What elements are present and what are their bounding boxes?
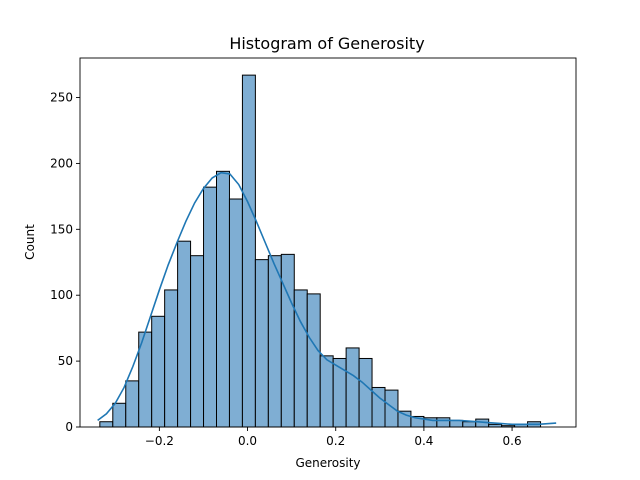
x-tick-label: 0.0 [238, 434, 257, 448]
histogram-bar [436, 417, 451, 428]
histogram-bar [99, 421, 114, 428]
histogram-bar [241, 74, 256, 428]
histogram-bar [151, 315, 166, 428]
histogram-bar [384, 389, 399, 428]
kde-curve [97, 171, 557, 426]
histogram-bar [228, 198, 243, 428]
histogram-bar [306, 293, 321, 428]
y-tick-label: 50 [58, 354, 73, 368]
histogram-bar [319, 355, 334, 428]
histogram-bar [449, 419, 464, 428]
histogram-bar [254, 259, 269, 428]
y-axis-ticks: 0 50 100 150 200 250 [50, 91, 80, 434]
histogram-bar [215, 170, 230, 428]
y-tick-label: 100 [50, 288, 73, 302]
x-axis-label: Generosity [295, 456, 360, 470]
y-axis-label: Count [23, 224, 37, 260]
histogram-bar [203, 186, 217, 428]
y-tick-label: 150 [50, 222, 73, 236]
chart-title: Histogram of Generosity [229, 34, 424, 53]
x-axis-ticks: −0.2 0.0 0.2 0.4 0.6 [145, 427, 522, 448]
x-tick-label: 0.2 [326, 434, 345, 448]
x-tick-label: 0.6 [503, 434, 522, 448]
histogram-bar [358, 357, 373, 428]
histogram-bar [164, 289, 179, 428]
histogram-bar [293, 289, 308, 428]
histogram-bar [125, 380, 140, 428]
y-tick-label: 200 [50, 156, 73, 170]
histogram-bar [462, 421, 477, 428]
histogram-bar [190, 255, 205, 428]
y-tick-label: 0 [65, 420, 73, 434]
histogram-bar [280, 253, 295, 428]
plot-frame [79, 57, 577, 428]
histogram-bar [267, 255, 282, 428]
histogram-bar [332, 357, 347, 428]
histogram-bar [345, 347, 360, 428]
y-tick-label: 250 [50, 91, 73, 105]
histogram-bars [99, 74, 542, 428]
histogram-bar [177, 240, 192, 428]
x-tick-label: −0.2 [145, 434, 174, 448]
histogram-bar [112, 402, 127, 428]
x-tick-label: 0.4 [414, 434, 433, 448]
